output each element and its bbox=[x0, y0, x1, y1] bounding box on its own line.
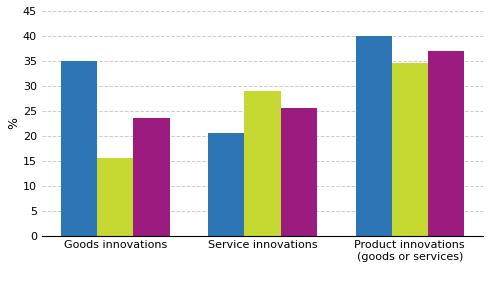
Bar bbox=[245, 91, 280, 236]
Bar bbox=[208, 133, 245, 236]
Bar bbox=[134, 118, 169, 236]
Bar bbox=[280, 108, 317, 236]
Bar bbox=[355, 36, 392, 236]
Bar bbox=[61, 61, 97, 236]
Y-axis label: %: % bbox=[7, 117, 20, 129]
Bar bbox=[428, 51, 464, 236]
Bar bbox=[97, 158, 134, 236]
Bar bbox=[392, 63, 428, 236]
